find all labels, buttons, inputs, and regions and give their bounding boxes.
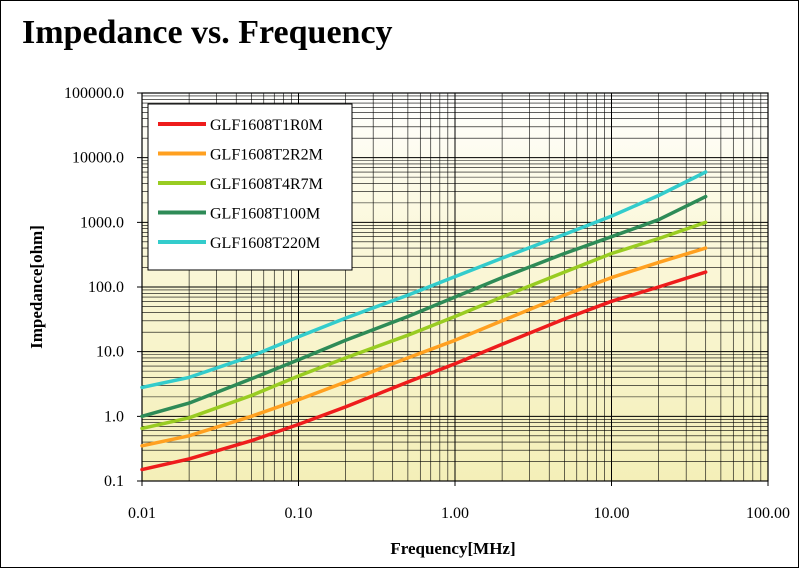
- x-tick-label: 0.10: [285, 505, 313, 522]
- series-line-glf1608t220m: [140, 170, 708, 390]
- legend-label: GLF1608T100M: [210, 206, 320, 223]
- x-tick-label: 1.00: [441, 505, 469, 522]
- x-tick-labels: 0.01 0.10 1.00 10.00 100.00: [128, 505, 790, 522]
- legend-label: GLF1608T4R7M: [210, 176, 323, 193]
- y-tick-labels: 0.1 1.0 10.0 100.0 1000.0 10000.0 100000.0: [64, 85, 124, 490]
- y-axis-label: Impedance[ohm]: [27, 225, 46, 349]
- y-tick-label: 100.0: [88, 279, 124, 296]
- series-line-glf1608t4r7m: [140, 220, 708, 431]
- x-tick-label: 0.01: [128, 505, 156, 522]
- x-tick-label: 10.00: [594, 505, 630, 522]
- y-tick-label: 10.0: [96, 344, 124, 361]
- plot-border: [141, 92, 769, 482]
- y-tick-label: 1000.0: [80, 214, 124, 231]
- y-tick-label: 1.0: [104, 408, 124, 425]
- y-tick-label: 10000.0: [72, 150, 124, 167]
- series-layer: [140, 170, 708, 472]
- series-line-glf1608t2r2m: [140, 246, 708, 448]
- legend-label: GLF1608T220M: [210, 235, 320, 252]
- series-line-glf1608t1r0m: [140, 270, 708, 472]
- series-line-glf1608t100m: [140, 194, 708, 419]
- x-axis-label: Frequency[MHz]: [390, 539, 515, 558]
- y-tick-label: 100000.0: [64, 85, 124, 102]
- y-tick-label: 0.1: [104, 473, 124, 490]
- chart-title: Impedance vs. Frequency: [22, 14, 393, 51]
- x-tick-label: 100.00: [746, 505, 790, 522]
- legend: GLF1608T1R0M GLF1608T2R2M GLF1608T4R7M GLF1…: [147, 103, 353, 271]
- legend-label: GLF1608T1R0M: [210, 117, 323, 134]
- legend-label: GLF1608T2R2M: [210, 147, 323, 164]
